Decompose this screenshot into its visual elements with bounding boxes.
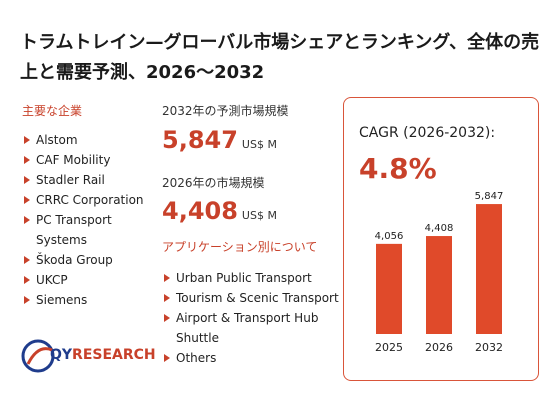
- market-2026-label: 2026年の市場規模: [162, 176, 265, 190]
- company-item: UKCP: [22, 270, 157, 290]
- cagr-panel: CAGR (2026-2032): 4.8% 4,056 2025 4,408 202…: [343, 97, 539, 381]
- market-2032-label: 2032年の予測市場規模: [162, 104, 289, 118]
- applications-heading: アプリケーション別について: [162, 240, 318, 254]
- bar-value-label: 4,056: [375, 231, 404, 242]
- bar-value-label: 5,847: [475, 191, 504, 202]
- company-list: Alstom CAF Mobility Stadler Rail CRRC Corpo…: [22, 130, 157, 310]
- company-item: Siemens: [22, 290, 157, 310]
- market-2032-number: 5,847: [162, 126, 238, 154]
- application-item: Urban Public Transport: [162, 268, 340, 288]
- market-2026-unit: US$ M: [241, 209, 277, 222]
- company-item: Alstom: [22, 130, 157, 150]
- x-tick-label: 2032: [475, 341, 503, 354]
- company-item: Škoda Group: [22, 250, 157, 270]
- market-2026-value: 4,408 US$ M: [162, 197, 277, 225]
- x-tick-label: 2025: [375, 341, 403, 354]
- company-item: CAF Mobility: [22, 150, 157, 170]
- bar-chart: 4,056 2025 4,408 2026 5,847 2032: [375, 191, 504, 354]
- company-item: CRRC Corporation: [22, 190, 157, 210]
- bar-2032: [476, 204, 502, 334]
- qyresearch-logo: QYRESEARCH: [20, 334, 156, 378]
- logo-text-research: RESEARCH: [72, 347, 156, 363]
- bar-2026: [426, 236, 452, 334]
- logo-text-qy: QY: [50, 347, 73, 363]
- cagr-label: CAGR (2026-2032):: [359, 125, 496, 141]
- logo-text: QYRESEARCH: [50, 347, 156, 363]
- globe-icon: [21, 339, 55, 373]
- companies-heading: 主要な企業: [22, 104, 83, 118]
- market-2026-number: 4,408: [162, 197, 238, 225]
- application-item: Airport & Transport Hub Shuttle: [162, 308, 340, 348]
- x-tick-label: 2026: [425, 341, 453, 354]
- application-item: Others: [162, 348, 340, 368]
- page-title: トラムトレイン—グローバル市場シェアとランキング、全体の売上と需要予測、2026…: [20, 32, 540, 83]
- company-item: Stadler Rail: [22, 170, 157, 190]
- application-item: Tourism & Scenic Transport: [162, 288, 340, 308]
- market-2032-unit: US$ M: [241, 138, 277, 151]
- cagr-value: 4.8%: [359, 152, 437, 185]
- application-list: Urban Public Transport Tourism & Scenic T…: [162, 268, 340, 368]
- company-item: PC Transport Systems: [22, 210, 157, 250]
- bar-value-label: 4,408: [425, 223, 454, 234]
- bar-2025: [376, 243, 402, 334]
- market-2032-value: 5,847 US$ M: [162, 126, 277, 154]
